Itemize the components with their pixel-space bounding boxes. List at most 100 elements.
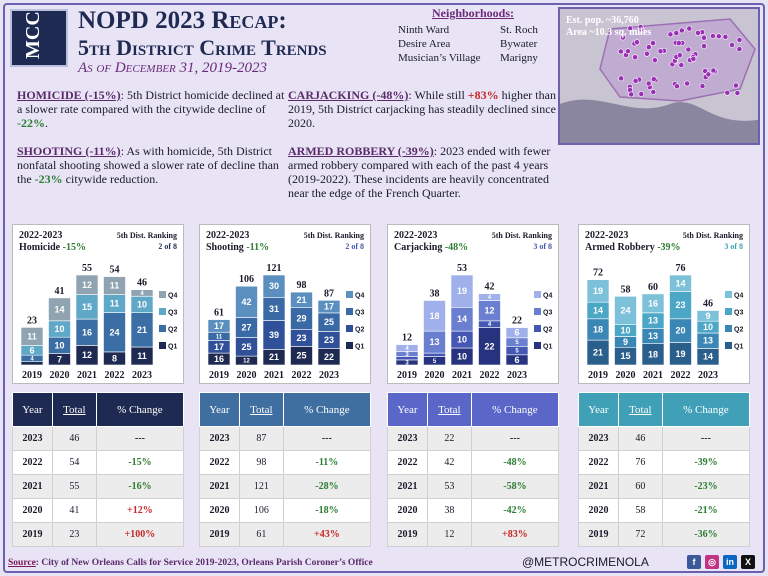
- segment-label: 5: [515, 349, 519, 355]
- homicide-heading: HOMICIDE (-15%): [17, 88, 121, 102]
- table-header-year: Year: [199, 392, 240, 427]
- change-cell: ---: [95, 426, 185, 451]
- x-tick-label: 2021: [452, 370, 472, 381]
- incident-dot: [634, 39, 640, 46]
- ranking: 5th Dist. Ranking 2 of 8: [304, 230, 364, 252]
- total-label: 41: [55, 286, 65, 297]
- table-row: 2019 12 +83%: [387, 522, 560, 547]
- total-cell: 46: [51, 426, 97, 451]
- segment-label: 4: [488, 295, 492, 301]
- segment-label: 14: [457, 314, 467, 324]
- bar-segment-q4: [130, 289, 154, 297]
- table-header-change: % Change: [282, 392, 372, 427]
- x-tick-label: 2023: [132, 370, 152, 381]
- table-header-year: Year: [387, 392, 428, 427]
- total-label: 76: [676, 263, 686, 274]
- neighborhood-marigny: Marigny: [500, 52, 538, 64]
- segment-label: 6: [514, 355, 519, 365]
- ranking-label: 5th Dist. Ranking: [682, 231, 743, 240]
- table-header-total: Total: [51, 392, 97, 427]
- incident-dot: [678, 62, 685, 68]
- bar-segment-q4: [75, 274, 99, 295]
- chart-period: 2022-2023: [394, 230, 438, 241]
- total-cell: 42: [426, 450, 472, 475]
- total-cell: 55: [51, 474, 97, 499]
- segment-label: 17: [214, 342, 224, 352]
- table-header-change: % Change: [661, 392, 751, 427]
- x-tick-label: 2019: [588, 370, 608, 381]
- ranking: 5th Dist. Ranking 2 of 8: [117, 230, 177, 252]
- segment-label: 30: [269, 281, 279, 291]
- map-stats: Est. pop. ~36,760 Area ~10.3 sq. miles: [566, 15, 651, 39]
- segment-label: 12: [484, 306, 494, 316]
- segment-label: 13: [703, 336, 713, 346]
- linkedin-icon[interactable]: in: [723, 555, 737, 569]
- change-cell: -39%: [661, 450, 751, 475]
- chart-name: Homicide: [19, 242, 61, 253]
- chart-card-carjacking: 3 3 4 12 2019 5 13 18 38 2020 10 10 14 19 53 2021 22 4 12 4…: [387, 224, 559, 384]
- ranking-value: 3 of 8: [724, 242, 743, 251]
- table-row: 2021 55 -16%: [12, 474, 185, 499]
- change-cell: ---: [661, 426, 751, 451]
- bar-segment-q4: [235, 285, 258, 318]
- total-cell: 12: [426, 522, 472, 547]
- carjacking-end: higher than 2019, 5th District carjackin…: [288, 88, 556, 130]
- segment-label: 9: [623, 337, 628, 347]
- segment-label: 10: [137, 300, 147, 310]
- instagram-icon[interactable]: ◎: [705, 555, 719, 569]
- total-cell: 87: [238, 426, 284, 451]
- legend-label-q4: Q4: [168, 293, 177, 300]
- segment-label: 11: [137, 351, 147, 361]
- chart-name: Armed Robbery: [585, 242, 655, 253]
- legend-swatch-q2: [534, 325, 541, 332]
- logo-text: MCC: [22, 11, 44, 59]
- table-header-total: Total: [238, 392, 284, 427]
- social-handle[interactable]: @METROCRIMENOLA: [522, 555, 649, 569]
- year-cell: 2020: [578, 498, 619, 523]
- year-cell: 2021: [199, 474, 240, 499]
- legend-swatch-q4: [159, 291, 166, 298]
- x-tick-label: 2022: [480, 370, 500, 381]
- change-cell: -48%: [470, 450, 560, 475]
- x-icon[interactable]: X: [741, 555, 755, 569]
- x-tick-label: 2019: [397, 370, 417, 381]
- segment-label: 18: [593, 325, 603, 335]
- total-cell: 76: [617, 450, 663, 475]
- legend-label-q1: Q1: [355, 344, 364, 351]
- segment-label: 11: [110, 299, 120, 309]
- segment-label: 18: [648, 349, 658, 359]
- total-label: 61: [214, 308, 224, 319]
- incident-dots: [618, 24, 743, 98]
- x-tick-label: 2023: [319, 370, 339, 381]
- shooting-text: : As with homicide, 5th District nonfata…: [17, 144, 279, 186]
- source-note: Source: City of New Orleans Calls for Se…: [8, 558, 373, 568]
- segment-label: 5: [515, 340, 519, 346]
- legend-label-q2: Q2: [168, 327, 177, 334]
- segment-label: 25: [241, 342, 251, 352]
- year-cell: 2022: [578, 450, 619, 475]
- incident-dot: [686, 25, 693, 32]
- legend-label-q2: Q2: [734, 327, 743, 334]
- segment-label: 25: [296, 351, 306, 361]
- change-cell: -11%: [282, 450, 372, 475]
- legend-swatch-q3: [346, 308, 353, 315]
- segment-label: 21: [137, 325, 147, 335]
- incident-dot: [650, 76, 657, 82]
- facebook-icon[interactable]: f: [687, 555, 701, 569]
- population-label: Est. pop. ~36,760: [566, 15, 639, 26]
- year-cell: 2020: [12, 498, 53, 523]
- segment-label: 18: [429, 311, 439, 321]
- table-header-row: Year Total% Change: [12, 392, 185, 427]
- chart-period: 2022-2023: [19, 230, 63, 241]
- segment-label: 23: [296, 333, 306, 343]
- total-label: 53: [457, 263, 467, 274]
- x-tick-label: 2020: [237, 370, 257, 381]
- total-label: 38: [430, 289, 440, 300]
- table-row: 2022 98 -11%: [199, 450, 372, 475]
- incident-dot: [685, 46, 692, 53]
- segment-label: 7: [57, 354, 62, 364]
- incident-dot: [690, 56, 697, 62]
- year-cell: 2023: [12, 426, 53, 451]
- incident-dot: [620, 34, 626, 41]
- total-cell: 121: [238, 474, 284, 499]
